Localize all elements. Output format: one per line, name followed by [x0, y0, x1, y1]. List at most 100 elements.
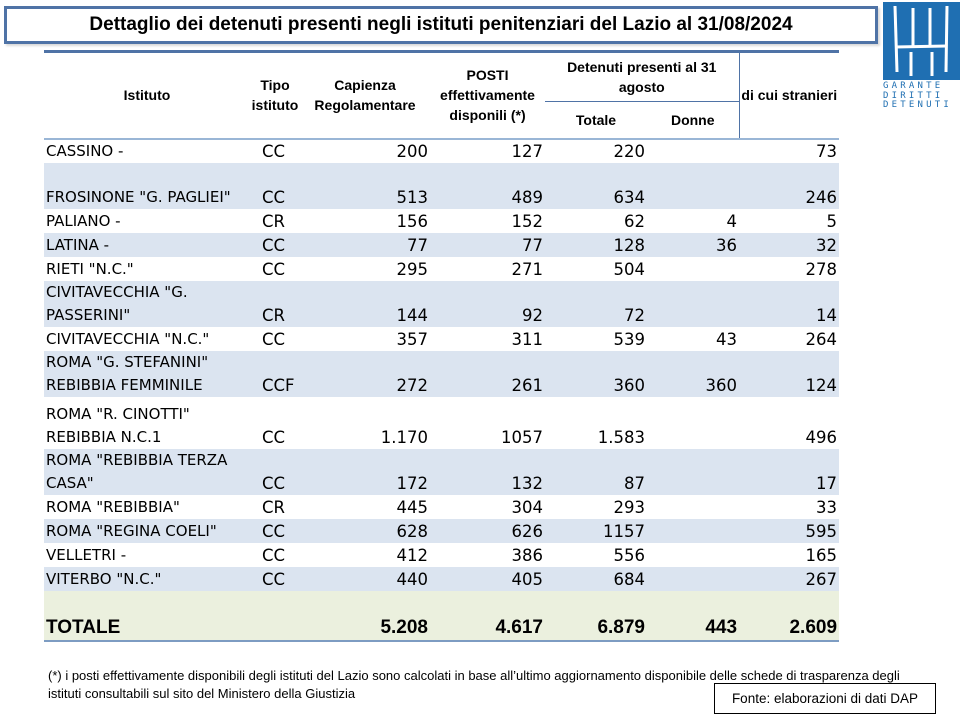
cell-stranieri: 5: [826, 211, 838, 231]
footnote: (*) i posti effettivamente disponibili d…: [48, 668, 900, 701]
table-row: PALIANO - CR 156 152 62 4 5: [44, 209, 839, 233]
total-donne: 443: [647, 590, 740, 642]
table-row: ROMA "REBIBBIA TERZA CASA" CC 172 132 87 17: [44, 448, 840, 495]
cell-istituto: ROMA "REBIBBIA": [46, 497, 180, 516]
cell-tipo: CC: [262, 545, 286, 565]
cell-posti: 92: [430, 280, 545, 327]
cell-donne: [647, 139, 739, 163]
cell-totale: 539: [613, 329, 646, 349]
cell-tipo: CC: [250, 232, 300, 257]
table-row: VITERBO "N.C." CC 440 405 684 267: [44, 566, 840, 591]
cell-stranieri: 73: [816, 141, 838, 161]
cell-istituto: ROMA "REGINA COELI": [44, 518, 250, 543]
cell-stranieri: 496: [805, 427, 838, 447]
cell-posti: 405: [430, 566, 545, 591]
cell-totale: 1.583: [597, 427, 645, 447]
cell-totale: 128: [545, 232, 647, 257]
cell-capienza: 77: [300, 232, 430, 257]
header-totale: Totale: [545, 101, 647, 140]
cell-stranieri: 264: [805, 329, 838, 349]
cell-tipo: CC: [262, 427, 286, 447]
table-row: FROSINONE "G. PAGLIEI" CC 513 489 634 246: [44, 162, 840, 209]
cell-stranieri: 246: [739, 162, 840, 209]
total-label: TOTALE: [44, 590, 250, 642]
cell-posti: 132: [430, 448, 545, 495]
cell-istituto: CIVITAVECCHIA "N.C.": [46, 329, 210, 348]
cell-istituto: ROMA "G. STEFANINI" REBIBBIA FEMMINILE: [44, 350, 250, 397]
cell-posti: 261: [430, 350, 545, 397]
cell-istituto: FROSINONE "G. PAGLIEI": [44, 162, 250, 209]
cell-tipo: CC: [250, 566, 300, 591]
total-posti: 4.617: [430, 590, 545, 642]
header-posti: POSTI effettivamente disponili (*): [430, 50, 545, 140]
header-capienza: Capienza Regolamentare: [300, 50, 430, 140]
cell-totale: 556: [613, 545, 646, 565]
cell-donne: [647, 566, 740, 591]
header-tipo: Tipo istituto: [250, 50, 300, 140]
table-row: VELLETRI - CC 412 386 556 165: [44, 543, 839, 567]
total-row: TOTALE 5.208 4.617 6.879 443 2.609: [44, 590, 840, 642]
cell-istituto: CASSINO -: [46, 141, 124, 160]
cell-capienza: 357: [396, 329, 429, 349]
table-row: CIVITAVECCHIA "N.C." CC 357 311 539 43 264: [44, 327, 839, 351]
table-row: RIETI "N.C." CC 295 271 504 278: [44, 257, 839, 281]
cell-posti: 386: [511, 545, 544, 565]
cell-donne: [647, 495, 739, 519]
cell-totale: 87: [545, 448, 647, 495]
cell-totale: 220: [613, 141, 646, 161]
header-detenuti-group: Detenuti presenti al 31 agosto: [545, 50, 740, 102]
cell-donne: 360: [647, 350, 740, 397]
cell-tipo: CC: [262, 141, 286, 161]
cell-donne: [647, 543, 739, 567]
cell-posti: 626: [430, 518, 545, 543]
header-stranieri: di cui stranieri: [738, 50, 840, 140]
table-row: LATINA - CC 77 77 128 36 32: [44, 232, 840, 257]
cell-istituto: VELLETRI -: [46, 545, 127, 564]
cell-totale: 684: [545, 566, 647, 591]
cell-donne: 43: [716, 329, 738, 349]
cell-capienza: 628: [300, 518, 430, 543]
table-row: ROMA "G. STEFANINI" REBIBBIA FEMMINILE CC…: [44, 350, 840, 397]
cell-capienza: 440: [300, 566, 430, 591]
cell-istituto: RIETI "N.C.": [46, 259, 134, 278]
cell-capienza: 272: [300, 350, 430, 397]
cell-stranieri: 267: [739, 566, 840, 591]
table-body: CASSINO - CC 200 127 220 73 FROSINONE "G. PAGL…: [44, 139, 840, 642]
cell-totale: 504: [613, 259, 646, 279]
cell-stranieri: 33: [816, 497, 838, 517]
table-row: ROMA "R. CINOTTI" REBIBBIA N.C.1 CC 1.170 1…: [44, 397, 839, 449]
cell-donne: [647, 162, 740, 209]
cell-tipo: CC: [250, 518, 300, 543]
cell-stranieri: 165: [805, 545, 838, 565]
garante-logo: GARANTE DIRITTI DETENUTI: [883, 2, 960, 112]
total-tipo-empty: [250, 590, 300, 642]
cell-stranieri: 595: [739, 518, 840, 543]
source-note: Fonte: elaborazioni di dati DAP: [714, 683, 936, 714]
table-row: CIVITAVECCHIA "G. PASSERINI" CR 144 92 72 14: [44, 280, 840, 327]
cell-istituto: LATINA -: [44, 232, 250, 257]
cell-tipo: CC: [262, 259, 286, 279]
cell-totale: 293: [613, 497, 646, 517]
cell-tipo: CCF: [250, 350, 300, 397]
cell-capienza: 144: [300, 280, 430, 327]
cell-totale: 634: [545, 162, 647, 209]
header-donne: Donne: [647, 101, 740, 140]
cell-donne: [647, 518, 740, 543]
cell-capienza: 1.170: [380, 427, 428, 447]
cell-donne: [647, 280, 740, 327]
title-box: Dettaglio dei detenuti presenti negli is…: [4, 6, 878, 44]
cell-stranieri: 17: [739, 448, 840, 495]
cell-totale: 72: [545, 280, 647, 327]
table-row: ROMA "REGINA COELI" CC 628 626 1157 595: [44, 518, 840, 543]
total-stranieri: 2.609: [739, 590, 840, 642]
cell-capienza: 412: [396, 545, 429, 565]
detainees-table: Istituto Tipo istituto Capienza Regolame…: [44, 50, 840, 642]
cell-tipo: CC: [262, 329, 286, 349]
cell-posti: 1057: [501, 427, 543, 447]
cell-totale: 62: [624, 211, 645, 231]
logo-line: GARANTE: [883, 81, 944, 91]
cell-posti: 152: [511, 211, 544, 231]
cell-capienza: 513: [300, 162, 430, 209]
logo-line: DIRITTI: [883, 90, 944, 101]
total-totale: 6.879: [545, 590, 647, 642]
